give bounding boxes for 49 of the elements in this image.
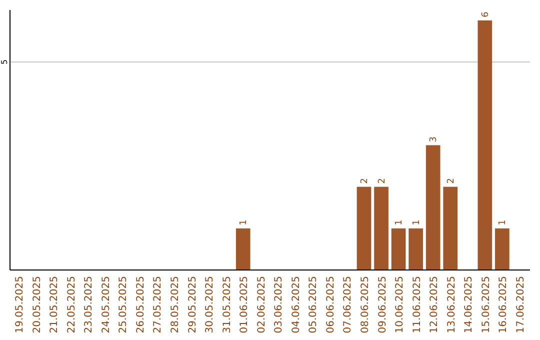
x-tick-label: 22.05.2025	[66, 276, 78, 334]
x-tick-label: 30.05.2025	[204, 276, 216, 334]
data-label: 1	[498, 220, 508, 226]
x-tick-label: 19.05.2025	[14, 276, 26, 334]
ref-line-label: 5	[0, 59, 9, 65]
x-tick-label: 06.06.2025	[325, 276, 336, 334]
data-label: 2	[360, 178, 370, 184]
x-tick-label: 20.05.2025	[32, 276, 43, 334]
bar	[391, 228, 406, 270]
x-tick-label: 27.05.2025	[152, 276, 164, 334]
x-tick-label: 31.05.2025	[222, 276, 233, 334]
x-tick-label: 05.06.2025	[308, 276, 320, 334]
x-tick-label: 15.06.2025	[480, 276, 492, 334]
x-tick-label: 25.05.2025	[118, 276, 130, 334]
x-tick-label: 28.05.2025	[170, 276, 181, 334]
bar	[478, 20, 492, 270]
data-label: 2	[446, 178, 456, 184]
x-tick-label: 16.06.2025	[498, 276, 510, 334]
x-tick-label: 13.06.2025	[446, 276, 458, 334]
x-tick-label: 08.06.2025	[360, 276, 371, 334]
x-tick-label: 24.05.2025	[100, 276, 112, 334]
x-tick-label: 12.06.2025	[429, 276, 440, 334]
bar	[495, 228, 510, 270]
x-tick-label: 14.06.2025	[464, 276, 475, 334]
bar	[443, 186, 458, 270]
x-tick-label: 21.05.2025	[49, 276, 60, 334]
x-tick-label: 10.06.2025	[394, 276, 406, 334]
x-tick-label: 03.06.2025	[274, 276, 285, 334]
data-label: 1	[239, 220, 250, 226]
x-tick-label: 23.05.2025	[84, 276, 95, 334]
x-tick-label: 01.06.2025	[239, 276, 250, 334]
data-label: 1	[412, 220, 422, 226]
bar	[374, 186, 388, 270]
bar	[426, 145, 440, 270]
x-tick-label: 04.06.2025	[290, 276, 302, 334]
data-label: 1	[394, 220, 405, 226]
x-tick-label: 07.06.2025	[342, 276, 354, 334]
x-tick-label: 26.05.2025	[135, 276, 146, 334]
data-label: 2	[377, 178, 388, 184]
x-tick-label: 09.06.2025	[377, 276, 388, 334]
bar	[236, 228, 250, 270]
x-tick-label: 11.06.2025	[412, 276, 423, 334]
x-tick-label: 17.06.2025	[515, 276, 526, 334]
bar	[356, 186, 372, 270]
data-label: 3	[429, 136, 440, 142]
x-tick-label: 29.05.2025	[187, 276, 198, 334]
x-tick-label: 02.06.2025	[256, 276, 268, 334]
bar	[408, 228, 423, 270]
data-label: 6	[480, 11, 491, 18]
